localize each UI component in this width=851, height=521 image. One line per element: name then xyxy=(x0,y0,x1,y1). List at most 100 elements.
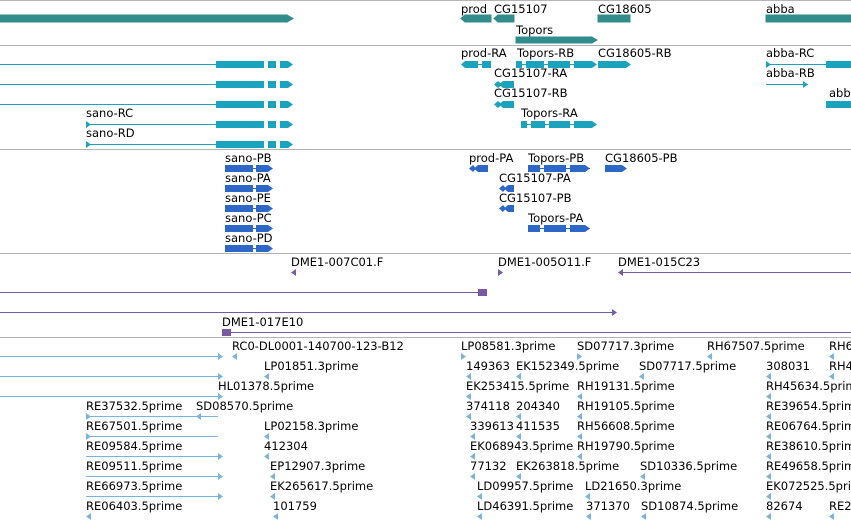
gene-feature-abba[interactable] xyxy=(765,14,851,23)
est-feature[interactable] xyxy=(577,353,582,360)
est-label[interactable]: RH45634.5prime xyxy=(766,379,851,393)
est-feature[interactable] xyxy=(577,453,582,460)
cds-label[interactable]: prod-PA xyxy=(469,151,513,165)
cds-label[interactable]: CG15107-PB xyxy=(499,191,572,205)
mrna-feature-abba-rc[interactable] xyxy=(766,61,851,68)
est-label[interactable]: SD07717.3prime xyxy=(577,339,674,353)
est-feature[interactable] xyxy=(766,493,771,500)
mrna-label[interactable]: abba-RB xyxy=(766,66,815,80)
est-label[interactable]: 82674 xyxy=(766,499,803,513)
clone-label[interactable]: DME1-007C01.F xyxy=(291,255,383,269)
est-feature[interactable] xyxy=(86,493,223,500)
est-feature[interactable] xyxy=(466,413,471,420)
clone-label[interactable]: DME1-015C23 xyxy=(618,255,700,269)
est-label[interactable]: RH6 xyxy=(829,339,851,353)
cds-feature-sano-pe[interactable] xyxy=(225,205,273,212)
est-label[interactable]: RE37532.5prime xyxy=(86,399,182,413)
gene-feature-sano[interactable] xyxy=(0,14,294,23)
est-label[interactable]: 412304 xyxy=(264,439,308,453)
mrna-label[interactable]: CG15107-RA xyxy=(494,66,567,80)
est-label[interactable]: LP08581.3prime xyxy=(461,339,555,353)
est-label[interactable]: EP12907.3prime xyxy=(270,459,365,473)
clone-feature-dme1-017e10[interactable] xyxy=(222,329,851,336)
est-label[interactable]: EK263818.5prime xyxy=(516,459,619,473)
est-feature[interactable] xyxy=(196,413,201,420)
est-feature[interactable] xyxy=(516,373,521,380)
mrna-feature-sano-rd[interactable] xyxy=(86,141,293,148)
est-feature[interactable] xyxy=(461,353,466,360)
cds-feature-cg15107-pb[interactable] xyxy=(499,205,514,212)
cds-feature-cg15107-pa[interactable] xyxy=(499,185,514,192)
est-feature[interactable] xyxy=(516,413,521,420)
est-feature[interactable] xyxy=(577,393,582,400)
cds-label[interactable]: CG15107-PA xyxy=(499,171,571,185)
est-feature[interactable] xyxy=(766,433,771,440)
est-label[interactable]: 371370 xyxy=(586,499,630,513)
est-label[interactable]: RE06764.5prime xyxy=(766,419,851,433)
cds-feature-topors-pa[interactable] xyxy=(528,225,590,232)
est-feature[interactable] xyxy=(0,353,223,360)
est-feature[interactable] xyxy=(466,393,471,400)
gene-label[interactable]: CG15107 xyxy=(494,2,548,16)
est-label[interactable]: 101759 xyxy=(273,499,317,513)
est-label[interactable]: RC0-DL0001-140700-123-B12 xyxy=(232,339,404,353)
est-feature[interactable] xyxy=(585,493,590,500)
cds-label[interactable]: sano-PE xyxy=(225,191,271,205)
est-feature[interactable] xyxy=(273,513,278,520)
cds-label[interactable]: sano-PD xyxy=(225,231,273,245)
est-label[interactable]: RE09511.5prime xyxy=(86,459,182,473)
cds-label[interactable]: CG18605-PB xyxy=(605,151,678,165)
cds-label[interactable]: sano-PB xyxy=(225,151,272,165)
est-label[interactable]: RH19790.5prime xyxy=(577,439,675,453)
mrna-label[interactable]: CG15107-RB xyxy=(494,86,568,100)
est-feature[interactable] xyxy=(766,413,771,420)
est-feature[interactable] xyxy=(470,433,475,440)
mrna-feature-sano-rc[interactable] xyxy=(86,121,293,128)
mrna-label[interactable]: abb xyxy=(829,86,851,100)
est-label[interactable]: RE09584.5prime xyxy=(86,439,182,453)
est-feature[interactable] xyxy=(264,373,269,380)
clone-label[interactable]: DME1-005O11.F xyxy=(498,255,591,269)
cds-label[interactable]: Topors-PA xyxy=(527,211,584,225)
mrna-feature-prod-ra[interactable] xyxy=(461,61,491,68)
est-label[interactable]: HL01378.5prime xyxy=(218,379,314,393)
mrna-feature-sano-rb[interactable] xyxy=(0,81,293,88)
est-label[interactable]: 339613 xyxy=(470,419,514,433)
est-feature[interactable] xyxy=(270,473,275,480)
gene-label[interactable]: prod xyxy=(461,2,487,16)
clone-label[interactable]: DME1-017E10 xyxy=(222,315,303,329)
est-label[interactable]: RE06403.5prime xyxy=(86,499,182,513)
est-label[interactable]: LD46391.5prime xyxy=(477,499,573,513)
est-feature[interactable] xyxy=(516,433,521,440)
est-label[interactable]: LD09957.5prime xyxy=(477,479,573,493)
est-feature[interactable] xyxy=(707,353,712,360)
est-label[interactable]: RE38610.5prime xyxy=(766,439,851,453)
clone-feature-dme1-007c01[interactable] xyxy=(291,269,296,276)
est-feature[interactable] xyxy=(641,513,646,520)
mrna-feature-abba-rb[interactable] xyxy=(766,81,808,88)
cds-label[interactable]: sano-PC xyxy=(225,211,272,225)
cds-feature-topors-pb[interactable] xyxy=(528,165,590,172)
mrna-feature-cg15107-ra[interactable] xyxy=(494,81,514,88)
est-label[interactable]: RH19131.5prime xyxy=(577,379,675,393)
mrna-label[interactable]: prod-RA xyxy=(461,46,507,60)
gene-feature-topors[interactable] xyxy=(515,36,598,44)
est-label[interactable]: 411535 xyxy=(516,419,560,433)
est-label[interactable]: 308031 xyxy=(766,359,810,373)
cds-feature-cg18605-pb[interactable] xyxy=(605,165,627,172)
mrna-label[interactable]: abba-RC xyxy=(766,46,814,60)
gene-feature-prod[interactable] xyxy=(460,14,492,23)
est-feature[interactable] xyxy=(86,473,223,480)
est-label[interactable]: EK072525.5prime xyxy=(766,479,851,493)
est-feature[interactable] xyxy=(470,473,475,480)
est-label[interactable]: RH4 xyxy=(829,359,851,373)
est-feature[interactable] xyxy=(829,353,834,360)
clone-feature-dme1-005o11[interactable] xyxy=(498,269,503,276)
est-label[interactable]: EK152349.5prime xyxy=(516,359,619,373)
est-feature[interactable] xyxy=(586,513,591,520)
est-feature[interactable] xyxy=(766,393,771,400)
est-label[interactable]: EK068943.5prime xyxy=(470,439,573,453)
mrna-feature-abba-ra[interactable] xyxy=(826,101,851,108)
est-label[interactable]: RH19105.5prime xyxy=(577,399,675,413)
est-feature[interactable] xyxy=(516,473,521,480)
